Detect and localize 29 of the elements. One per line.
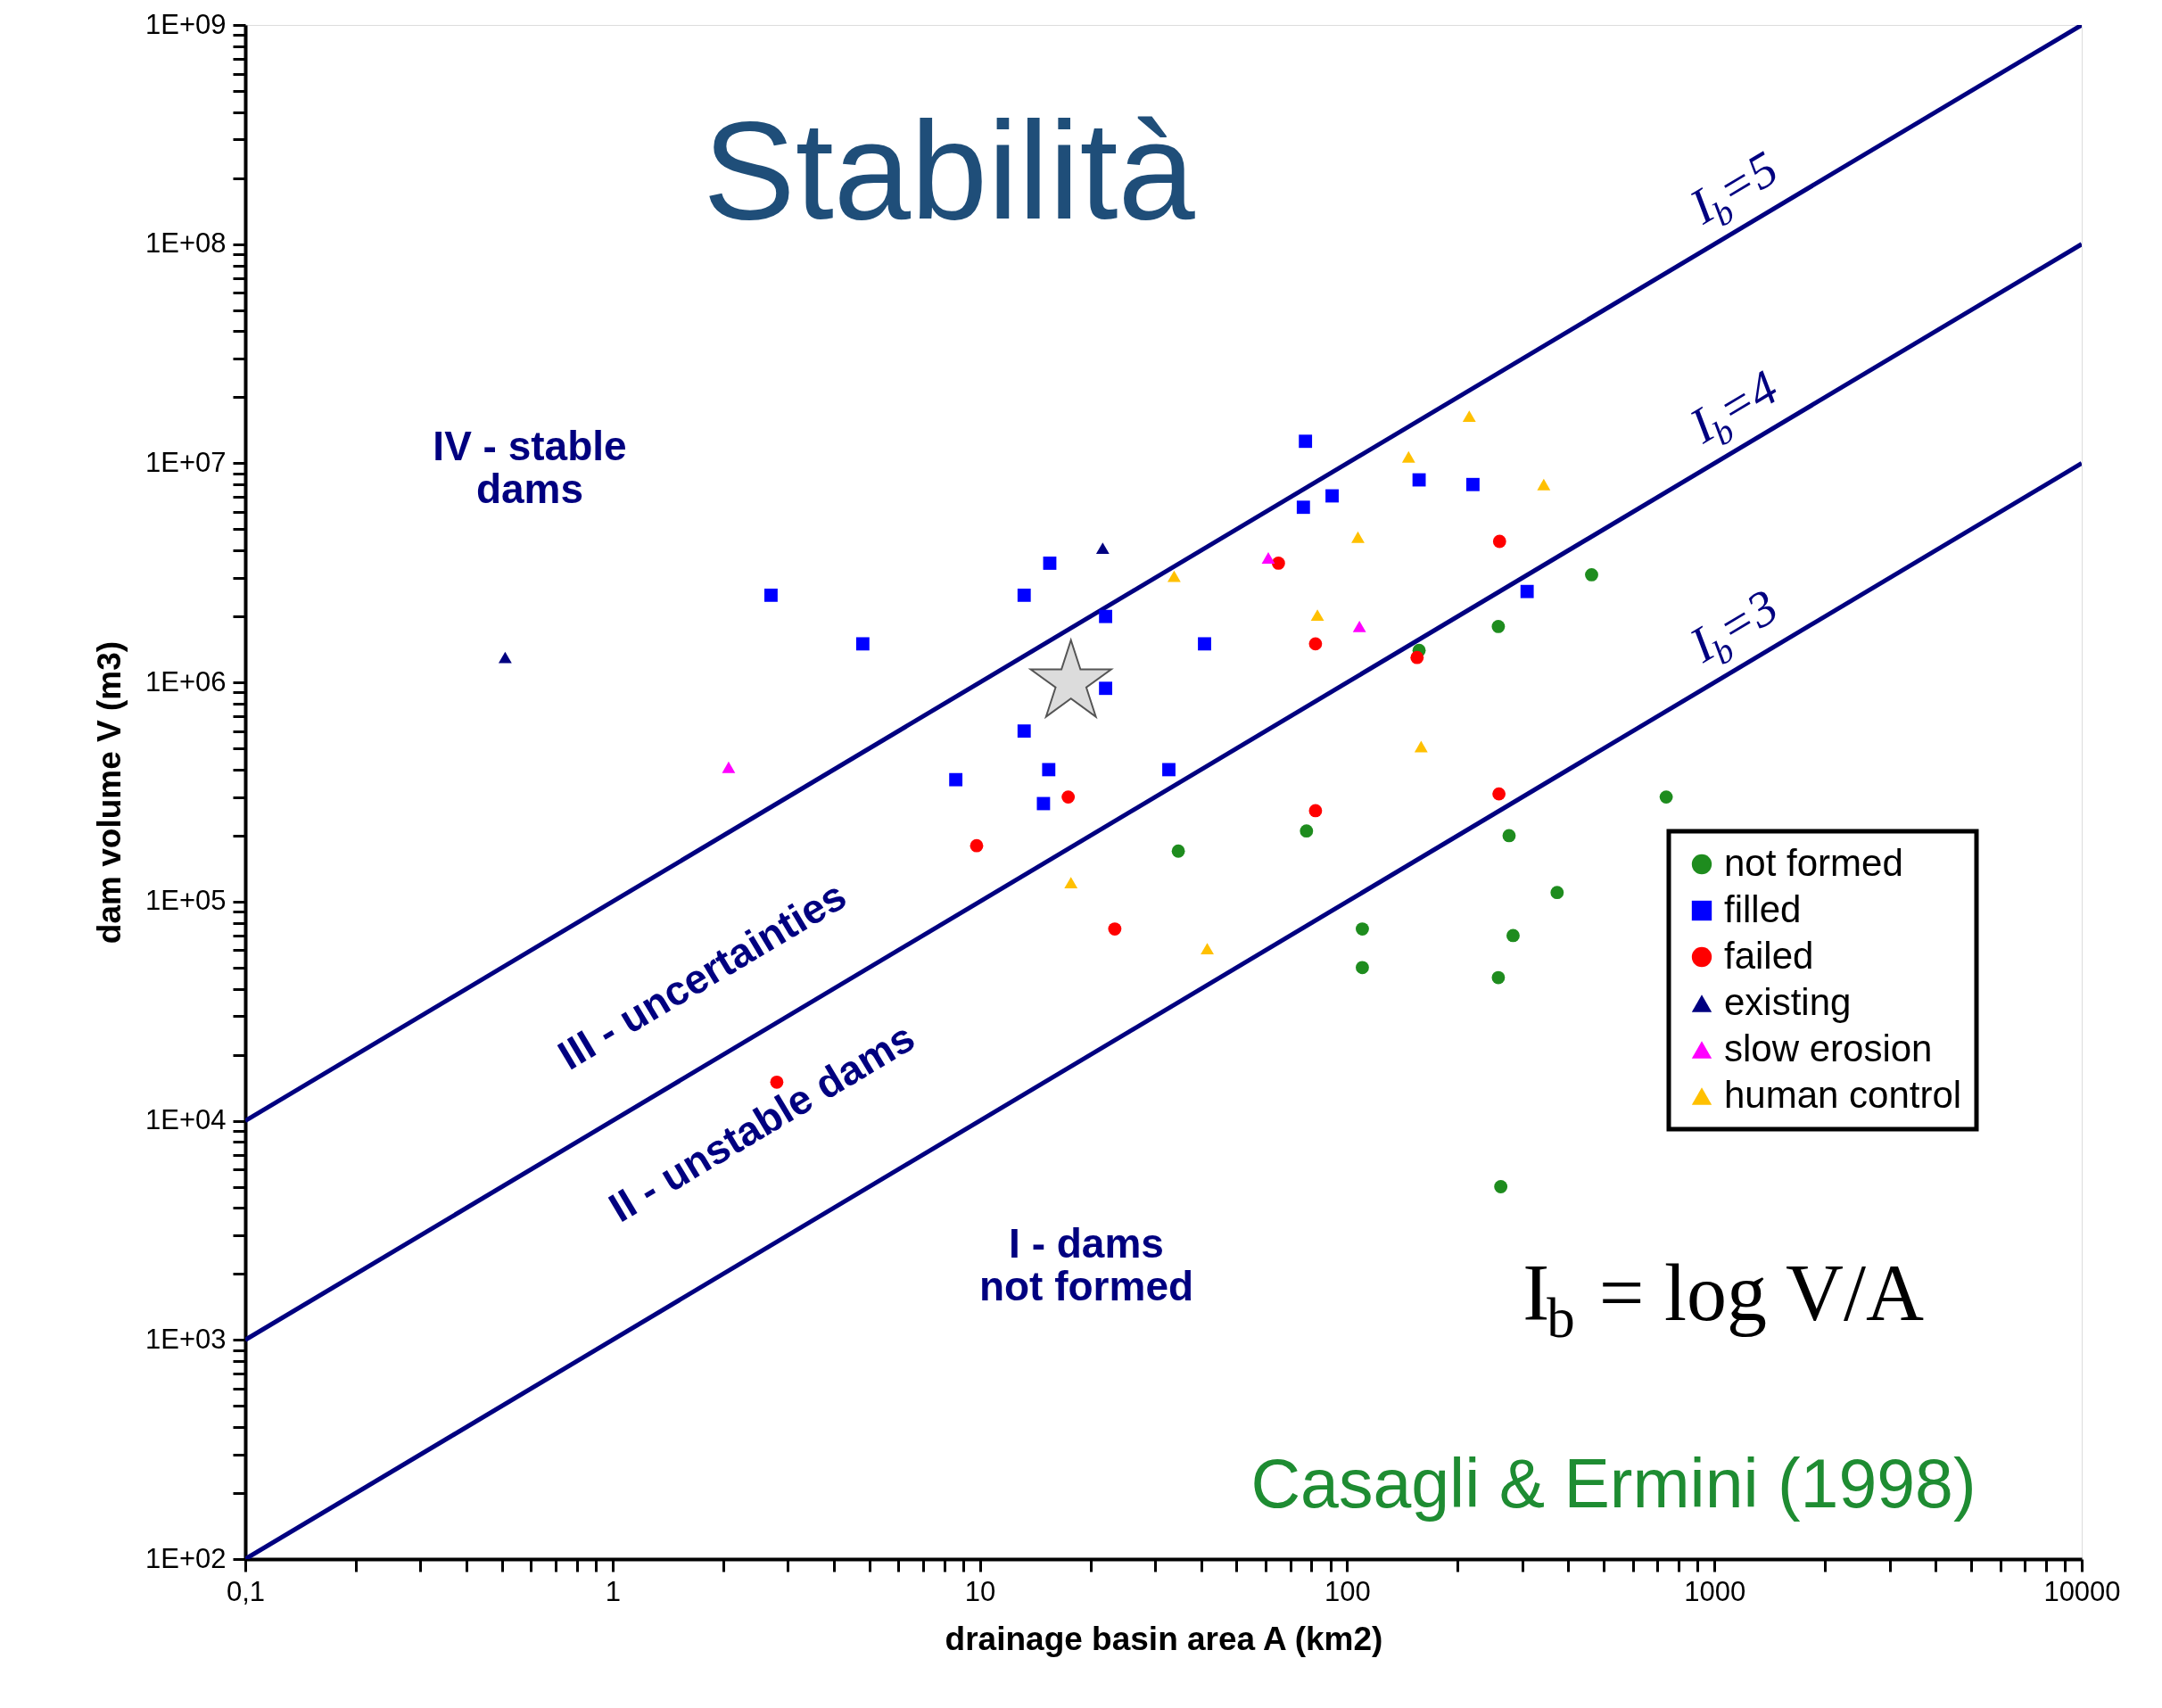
y-tick-label: 1E+06: [144, 665, 227, 697]
y-tick-label: 1E+04: [144, 1104, 227, 1136]
x-tick-label: 10: [964, 1575, 996, 1607]
x-tick-label: 0,1: [226, 1575, 266, 1607]
annotation: I - dams not formed: [978, 1220, 1194, 1309]
y-axis-title: dam volume V (m3): [91, 640, 128, 945]
legend-label: slow erosion: [1724, 1027, 1933, 1069]
y-tick-label: 1E+09: [144, 8, 227, 40]
y-tick-label: 1E+05: [144, 885, 227, 917]
annotation: Casagli & Ermini (1998): [1250, 1445, 1976, 1522]
annotation: IV - stable dams: [433, 423, 627, 512]
legend-label: filled: [1724, 888, 1802, 930]
x-tick-label: 100: [1324, 1575, 1371, 1607]
y-tick-label: 1E+02: [144, 1542, 227, 1574]
text: Ib=4: [1679, 359, 1787, 454]
x-tick-label: 10000: [2043, 1575, 2121, 1607]
y-tick-label: 1E+07: [144, 446, 227, 478]
text: Ib=5: [1679, 139, 1787, 235]
legend-label: failed: [1724, 935, 1814, 977]
x-tick-label: 1000: [1684, 1575, 1746, 1607]
text: Ib=3: [1679, 578, 1787, 673]
x-axis-title: drainage basin area A (km2): [945, 1620, 1383, 1657]
legend-label: human control: [1724, 1074, 1962, 1116]
y-tick-label: 1E+08: [144, 227, 227, 260]
y-tick-label: 1E+03: [144, 1323, 227, 1355]
legend-label: existing: [1724, 981, 1852, 1023]
x-tick-label: 1: [605, 1575, 621, 1607]
text: Stabilità: [703, 94, 1196, 248]
legend-label: not formed: [1724, 842, 1903, 884]
